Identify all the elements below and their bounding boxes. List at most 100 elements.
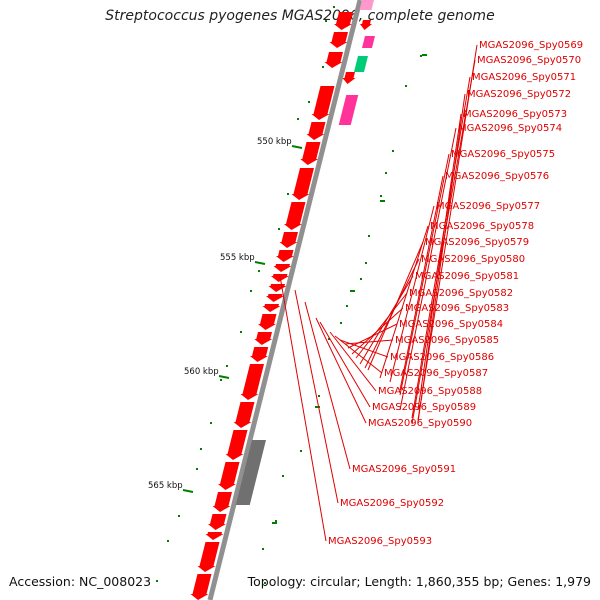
gc-dot [264,582,266,584]
cds-feature [268,284,287,292]
gc-dot [328,338,330,340]
tick-label: 550 kbp [257,137,292,147]
misc-feature [354,56,368,72]
trna-feature [362,36,375,48]
gene-label: MGAS2096_Spy0583 [405,303,509,314]
map-title: Streptococcus pyogenes MGAS2096, complet… [105,8,495,24]
gc-dot [346,305,348,307]
cds-feature [300,142,321,165]
backbone-arc [207,0,363,600]
tick-label: 560 kbp [184,367,219,377]
cds-feature [306,122,326,140]
gene-label: MGAS2096_Spy0580 [421,254,525,265]
gene-label: MGAS2096_Spy0582 [409,288,513,299]
gc-dot [262,548,264,550]
gene-label: MGAS2096_Spy0581 [415,271,519,282]
gene-label: MGAS2096_Spy0588 [378,386,482,397]
gc-dot [300,450,302,452]
gene-label: MGAS2096_Spy0592 [340,498,444,509]
gc-dot [340,322,342,324]
gc-bar [380,200,385,202]
gc-dot [240,331,242,333]
gene-leader-line [417,93,466,423]
gene-label: MGAS2096_Spy0573 [463,109,567,120]
tick-mark [291,145,303,149]
gene-leader-line [334,335,383,374]
gc-dot [210,422,212,424]
cds-feature [258,314,277,330]
cds-feature [266,294,284,302]
gene-labels: MGAS2096_Spy0569 MGAS2096_Spy0570 MGAS2096… [279,40,583,547]
gc-dot [278,228,280,230]
gc-dot [178,515,180,517]
cds-feature [276,250,294,262]
gc-dot [368,235,370,237]
gene-label: MGAS2096_Spy0586 [390,352,494,363]
cds-feature [273,264,292,272]
gene-leader-line [304,301,351,470]
gc-dot [220,379,222,381]
gene-label: MGAS2096_Spy0572 [467,89,571,100]
gc-dot [405,85,407,87]
tick-label: 565 kbp [148,481,183,491]
gc-dot [282,475,284,477]
gene-leader-line [319,321,371,408]
cds-feature [218,462,240,490]
topology-text: Topology: circular; Length: 1,860,355 bp… [247,574,591,589]
feature-track [190,0,375,600]
tick-mark [218,375,230,379]
gc-bar [272,522,277,524]
cds-feature [240,364,264,400]
gc-dot [156,580,158,582]
gene-label: MGAS2096_Spy0570 [477,55,581,66]
trna-feature [338,95,359,125]
gc-dot [287,193,289,195]
gene-leader-line [399,127,457,411]
gc-dot [322,66,324,68]
gene-label: MGAS2096_Spy0584 [399,319,503,330]
gc-dot [275,520,277,522]
gene-label: MGAS2096_Spy0593 [328,536,432,547]
cds-feature [279,232,298,248]
gene-label: MGAS2096_Spy0587 [384,368,488,379]
cds-feature [233,402,255,428]
gene-label: MGAS2096_Spy0578 [430,221,534,232]
cds-feature [197,542,220,572]
gc-dot [325,20,327,22]
tick-mark [182,489,194,493]
gene-leader-line [279,275,327,542]
cds-feature [324,52,343,68]
gc-dot [226,365,228,367]
rrna-feature [359,0,374,10]
cds-feature [212,492,232,512]
gene-leader-line [339,339,389,358]
cds-feature [208,514,227,530]
gene-label: MGAS2096_Spy0579 [425,237,529,248]
cds-feature [291,168,314,200]
gene-label: MGAS2096_Spy0576 [445,171,549,182]
gene-leader-line [329,331,377,392]
gene-leader-line [417,113,462,411]
gene-leader-line [315,317,367,424]
accession-text: Accession: NC_008023 [9,574,152,589]
gc-dot [385,172,387,174]
gc-dot [167,540,169,542]
gc-content-track [156,6,427,584]
cds-feature [250,347,269,362]
gc-dot [196,468,198,470]
gene-leader-line [359,275,414,365]
gene-label: MGAS2096_Spy0569 [479,40,583,51]
gene-label: MGAS2096_Spy0585 [395,335,499,346]
gene-leader-line [411,76,471,419]
gene-label: MGAS2096_Spy0574 [458,123,562,134]
gene-label: MGAS2096_Spy0591 [352,464,456,475]
gc-dot [360,278,362,280]
gc-dot [333,6,335,8]
gene-leader-line [351,307,404,355]
cds-feature [342,72,356,84]
genome-backbone [207,0,363,600]
tick-label: 555 kbp [220,253,255,263]
gene-label: MGAS2096_Spy0577 [436,201,540,212]
gc-dot [318,395,320,397]
cds-feature [190,574,212,600]
